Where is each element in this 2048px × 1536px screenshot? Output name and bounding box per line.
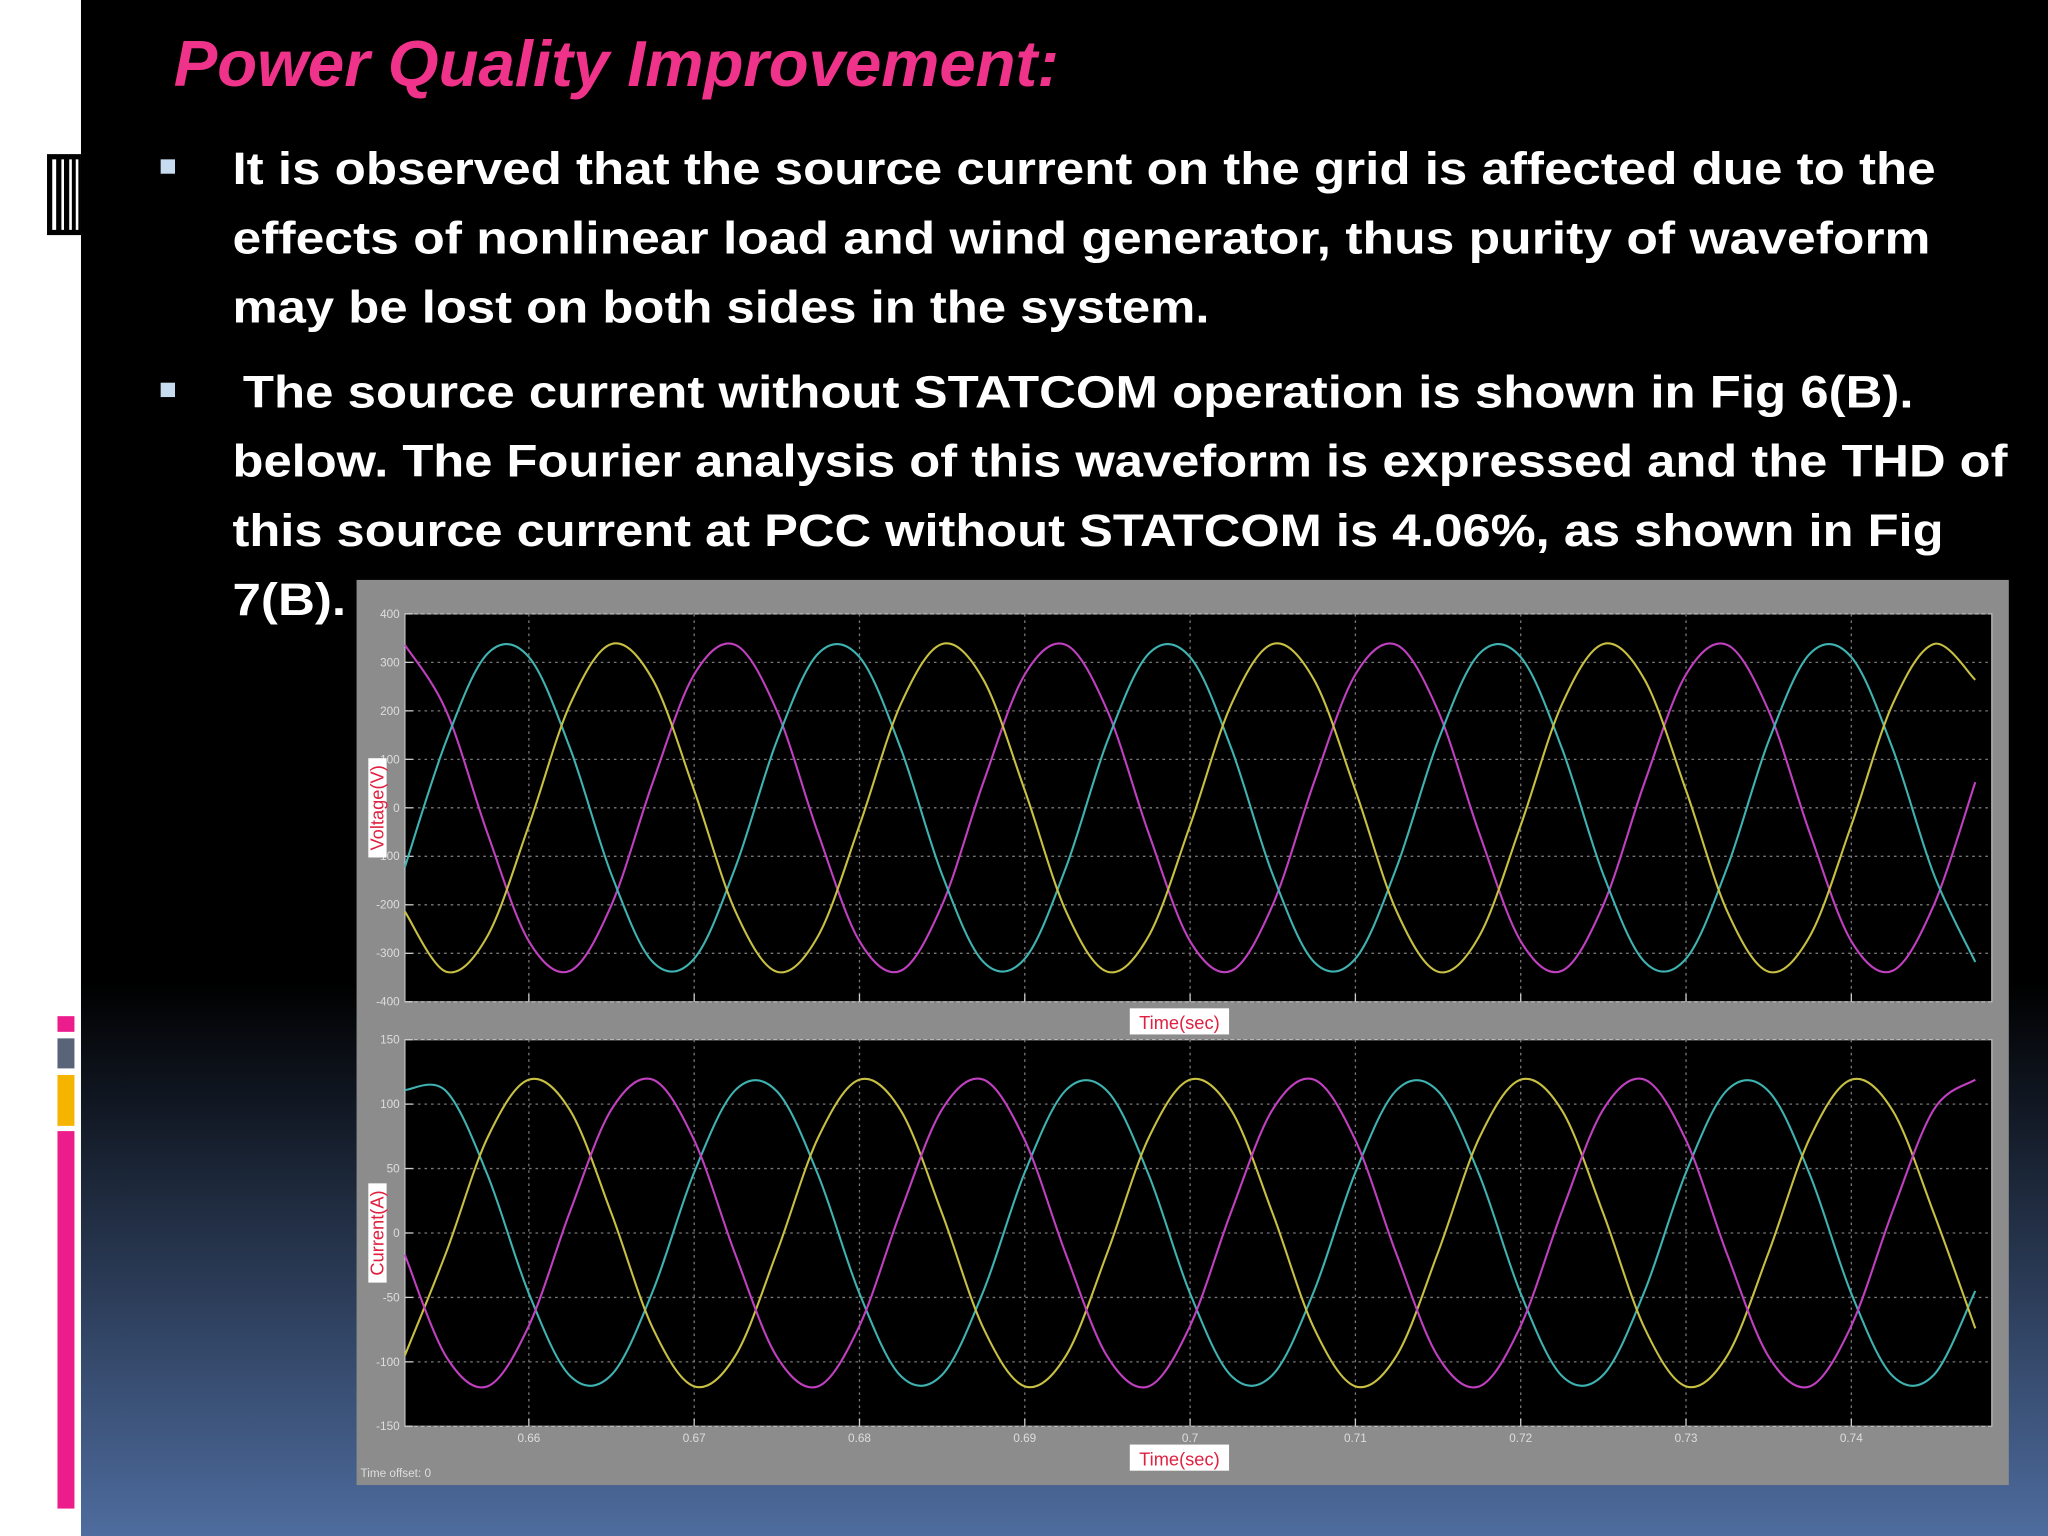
bullet-marker: [160, 159, 176, 174]
y-tick-label: 150: [380, 1034, 400, 1047]
x-tick-label: 0.68: [848, 1432, 871, 1445]
waveform: [404, 642, 1977, 974]
y-label-box: [368, 758, 387, 858]
bullet-line: 7(B).: [232, 574, 346, 625]
y-tick-label: 50: [387, 1162, 401, 1175]
y-tick-label: 0: [393, 802, 400, 815]
waveform: [404, 642, 1977, 974]
y-tick-label: -300: [376, 947, 400, 960]
y-tick-label: 300: [380, 656, 400, 669]
y-tick-label: -200: [376, 899, 400, 912]
x-tick-label: 0.66: [517, 1432, 540, 1445]
x-tick-label: 0.67: [683, 1432, 706, 1445]
y-tick-label: 400: [380, 608, 400, 621]
y-axis-label: Voltage(V): [367, 765, 388, 850]
y-tick-label: -100: [376, 1356, 400, 1369]
y-axis-label: Current(A): [367, 1190, 388, 1275]
waveform: [404, 1079, 1977, 1387]
x-tick-label: 0.74: [1840, 1432, 1863, 1445]
x-tick-label: 0.73: [1675, 1432, 1698, 1445]
x-axis-label: Time(sec): [1139, 1012, 1220, 1033]
waveform: [403, 1077, 1977, 1389]
y-label-box: [368, 1183, 387, 1283]
plot-area: [404, 613, 1993, 1003]
waveform: [403, 643, 1977, 973]
plot-area: [404, 1039, 1993, 1427]
waveform: [403, 1077, 1976, 1389]
bullet-line: The source current without STATCOM opera…: [243, 367, 1914, 418]
bullet-line: may be lost on both sides in the system.: [232, 282, 1209, 333]
bullet-line: this source current at PCC without STATC…: [232, 505, 1943, 556]
slide-title: Power Quality Improvement:: [174, 27, 1059, 100]
x-tick-label: 0.69: [1013, 1432, 1036, 1445]
bullet-line: below. The Fourier analysis of this wave…: [232, 436, 2008, 487]
bullet-marker: [160, 382, 176, 398]
x-tick-label: 0.72: [1509, 1432, 1532, 1445]
y-tick-label: 100: [380, 1098, 400, 1111]
x-tick-label: 0.7: [1182, 1432, 1198, 1445]
y-tick-label: -150: [376, 1420, 400, 1433]
y-tick-label: -400: [376, 996, 400, 1009]
bullet-list: [160, 159, 176, 398]
side-decoration: [47, 154, 81, 1509]
time-offset-note: Time offset: 0: [360, 1467, 431, 1480]
x-label-box: [1129, 1444, 1230, 1471]
y-tick-label: -50: [383, 1291, 400, 1304]
y-tick-label: 200: [380, 705, 400, 718]
x-axis-label: Time(sec): [1139, 1448, 1220, 1469]
bullet-line: effects of nonlinear load and wind gener…: [232, 212, 1930, 263]
y-tick-label: 0: [393, 1227, 400, 1240]
x-label-box: [1129, 1008, 1230, 1035]
bullet-line: It is observed that the source current o…: [232, 143, 1935, 194]
x-tick-label: 0.71: [1344, 1432, 1367, 1445]
